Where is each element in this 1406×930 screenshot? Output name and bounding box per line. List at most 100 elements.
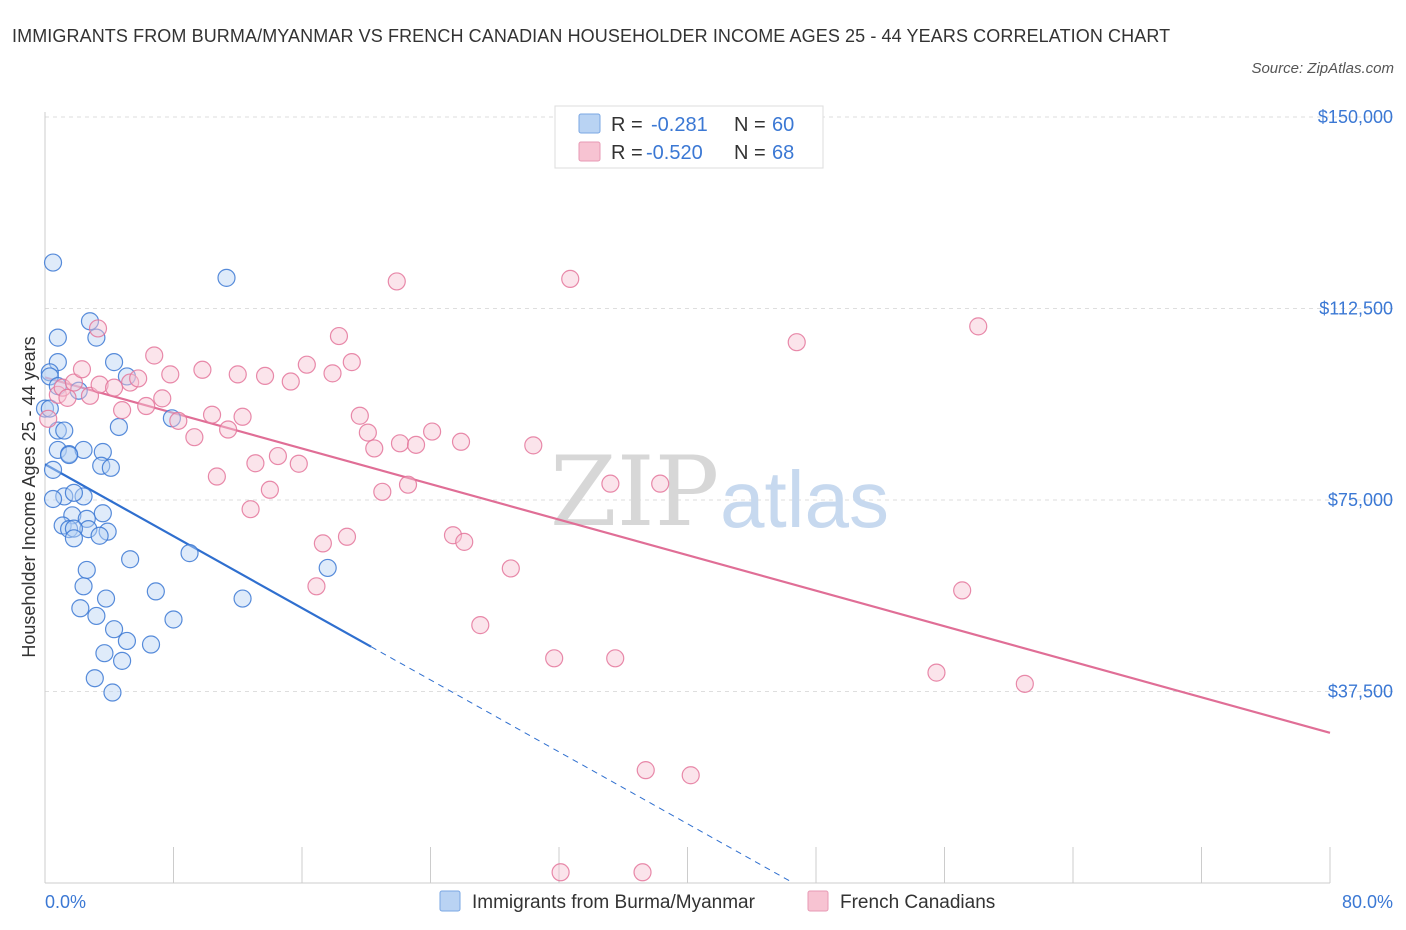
legend-swatch-blue bbox=[439, 890, 461, 912]
watermark-zip: ZIP bbox=[550, 436, 719, 548]
stats-r-value-2: -0.520 bbox=[646, 142, 703, 164]
point-burma-36 bbox=[64, 519, 84, 538]
point-burma-26 bbox=[55, 487, 74, 506]
point-french-canadian-26 bbox=[246, 454, 265, 473]
point-french-canadian-58 bbox=[606, 649, 625, 668]
point-burma-47 bbox=[233, 589, 252, 608]
point-french-canadian-21 bbox=[207, 467, 226, 486]
point-french-canadian-9 bbox=[104, 378, 124, 397]
point-burma-16 bbox=[55, 421, 74, 440]
point-burma-39 bbox=[64, 529, 84, 548]
point-burma-38 bbox=[90, 526, 109, 545]
point-burma-3 bbox=[48, 328, 67, 347]
point-french-canadian-13 bbox=[137, 396, 156, 416]
point-french-canadian-43 bbox=[387, 272, 406, 291]
point-burma-48 bbox=[71, 599, 90, 618]
y-tick-label-1: $75,000 bbox=[1328, 490, 1393, 510]
trend-lines bbox=[44, 376, 1331, 883]
point-french-canadian-2 bbox=[53, 378, 72, 397]
point-french-canadian-31 bbox=[289, 454, 308, 473]
point-french-canadian-12 bbox=[129, 369, 148, 388]
point-burma-24 bbox=[101, 458, 120, 477]
point-burma-12 bbox=[35, 399, 55, 418]
y-tick-label-2: $112,500 bbox=[1319, 299, 1393, 319]
point-burma-7 bbox=[40, 363, 59, 382]
point-burma-25 bbox=[43, 460, 63, 479]
chart-source: Source: ZipAtlas.com bbox=[1251, 60, 1394, 77]
trend-line-french-canadians bbox=[44, 376, 1331, 734]
point-french-canadian-24 bbox=[233, 407, 252, 426]
point-burma-55 bbox=[112, 651, 132, 670]
point-french-canadian-65 bbox=[953, 581, 972, 600]
point-french-canadian-35 bbox=[323, 364, 342, 383]
point-french-canadian-0 bbox=[39, 409, 58, 428]
point-french-canadian-25 bbox=[241, 500, 260, 519]
point-burma-15 bbox=[48, 421, 67, 440]
point-french-canadian-3 bbox=[58, 388, 77, 407]
point-burma-44 bbox=[74, 577, 93, 596]
point-burma-0 bbox=[43, 253, 63, 272]
point-french-canadian-22 bbox=[219, 420, 238, 439]
point-burma-27 bbox=[74, 487, 93, 506]
point-french-canadian-44 bbox=[390, 434, 410, 453]
stats-n-value-1: 60 bbox=[772, 114, 794, 136]
point-french-canadian-53 bbox=[524, 436, 543, 455]
point-burma-40 bbox=[180, 544, 199, 563]
point-burma-6 bbox=[104, 353, 124, 372]
point-french-canadian-54 bbox=[545, 649, 564, 668]
point-french-canadian-5 bbox=[72, 360, 92, 379]
stats-r-label-2: R = bbox=[611, 142, 643, 164]
point-burma-22 bbox=[59, 445, 79, 465]
y-axis-label: Householder Income Ages 25 - 44 years bbox=[19, 336, 39, 657]
point-french-canadian-55 bbox=[551, 863, 570, 882]
legend-swatch-pink bbox=[807, 890, 829, 912]
point-french-canadian-40 bbox=[358, 423, 377, 442]
point-french-canadian-33 bbox=[307, 577, 326, 596]
point-burma-35 bbox=[79, 520, 98, 539]
point-burma-56 bbox=[85, 669, 104, 688]
point-french-canadian-63 bbox=[787, 333, 806, 352]
point-burma-34 bbox=[59, 520, 79, 539]
point-burma-57 bbox=[103, 683, 122, 702]
stats-box: R = -0.281 N = 60 R = -0.520 N = 68 bbox=[554, 105, 824, 169]
point-french-canadian-16 bbox=[161, 365, 180, 384]
point-french-canadian-61 bbox=[651, 474, 670, 493]
x-tick-label-max: 80.0% bbox=[1342, 892, 1393, 912]
point-french-canadian-48 bbox=[443, 526, 463, 545]
point-french-canadian-64 bbox=[927, 663, 946, 682]
stats-swatch-blue bbox=[578, 113, 601, 134]
point-french-canadian-32 bbox=[297, 355, 316, 374]
y-tick-label-0: $37,500 bbox=[1328, 682, 1393, 702]
point-burma-17 bbox=[109, 417, 128, 437]
point-burma-43 bbox=[77, 560, 96, 580]
point-burma-29 bbox=[64, 483, 84, 502]
chart-title: IMMIGRANTS FROM BURMA/MYANMAR VS FRENCH … bbox=[12, 26, 1171, 46]
point-french-canadian-14 bbox=[145, 346, 164, 365]
x-tick-labels: 0.0% 80.0% bbox=[45, 892, 1393, 912]
point-french-canadian-66 bbox=[969, 317, 988, 336]
point-french-canadian-4 bbox=[64, 373, 84, 392]
point-french-canadian-20 bbox=[202, 405, 222, 424]
point-burma-20 bbox=[74, 440, 93, 460]
point-burma-54 bbox=[95, 644, 114, 663]
point-burma-50 bbox=[164, 610, 183, 629]
point-french-canadian-28 bbox=[260, 480, 279, 499]
point-burma-4 bbox=[87, 328, 106, 347]
point-burma-52 bbox=[117, 631, 137, 651]
point-french-canadian-50 bbox=[455, 532, 474, 551]
point-french-canadian-23 bbox=[228, 365, 247, 384]
point-burma-46 bbox=[96, 589, 116, 608]
point-french-canadian-46 bbox=[406, 435, 426, 454]
point-french-canadian-51 bbox=[471, 616, 490, 635]
point-french-canadian-8 bbox=[90, 375, 109, 394]
stats-r-value-1: -0.281 bbox=[651, 114, 708, 136]
x-tick-label-min: 0.0% bbox=[45, 892, 86, 912]
point-french-canadian-62 bbox=[681, 766, 700, 785]
point-burma-49 bbox=[87, 606, 106, 626]
point-french-canadian-7 bbox=[88, 319, 108, 338]
trend-line-burma-extension bbox=[370, 646, 793, 883]
point-french-canadian-36 bbox=[329, 326, 349, 346]
point-french-canadian-34 bbox=[313, 534, 332, 553]
y-tick-labels: $37,500 $75,000 $112,500 $150,000 bbox=[1318, 107, 1393, 702]
